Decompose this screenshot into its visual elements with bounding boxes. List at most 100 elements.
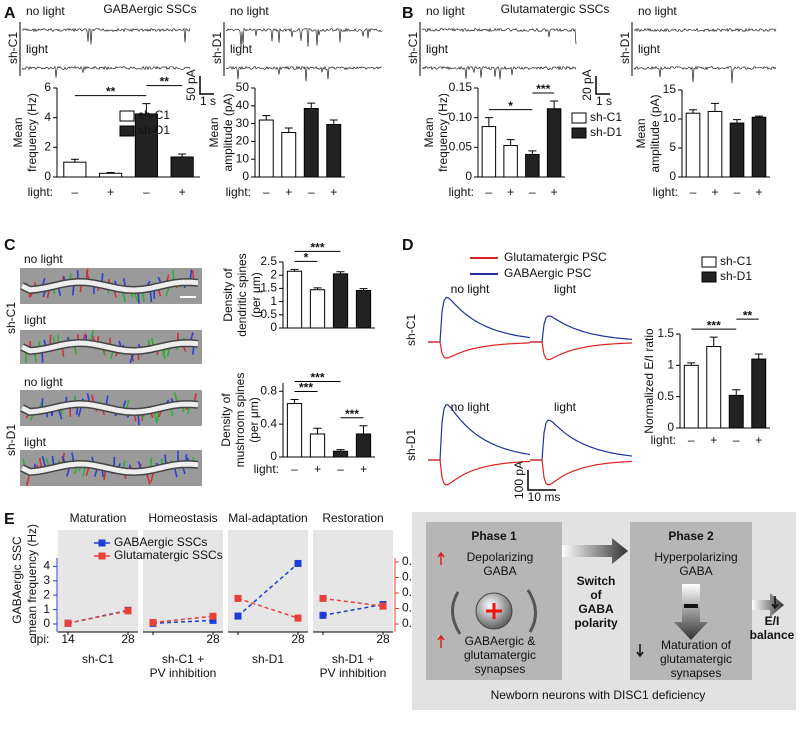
y-tick-label: 30 bbox=[236, 116, 250, 130]
down-arrow bbox=[771, 596, 779, 610]
x-axis-label: light: bbox=[651, 433, 676, 447]
bar bbox=[546, 108, 562, 178]
psc-trace bbox=[428, 404, 531, 461]
y-tick-label: 1 bbox=[667, 358, 674, 372]
error-bar bbox=[284, 127, 293, 133]
series-line bbox=[152, 615, 214, 624]
significance-label: *** bbox=[345, 407, 359, 421]
x-axis-label: light: bbox=[449, 185, 474, 199]
error-bar bbox=[336, 449, 345, 452]
bar bbox=[303, 107, 319, 178]
bar bbox=[751, 358, 767, 429]
x-tick-label: + bbox=[710, 433, 717, 447]
significance-label: ** bbox=[106, 85, 116, 99]
trace bbox=[421, 27, 577, 45]
bar bbox=[355, 290, 372, 329]
legend-marker bbox=[98, 552, 106, 560]
dendrite bbox=[20, 461, 199, 475]
trace bbox=[633, 27, 777, 33]
x-tick-label: + bbox=[285, 185, 292, 199]
error-bar bbox=[732, 389, 741, 396]
x-tick-label: + bbox=[507, 185, 514, 199]
group-label: sh-D1 bbox=[210, 32, 224, 64]
error-bar bbox=[711, 102, 719, 112]
condition-label: light bbox=[554, 282, 577, 296]
legend-label: sh-D1 bbox=[720, 269, 752, 283]
bar bbox=[683, 364, 699, 429]
y-tick-label: 0 bbox=[669, 169, 676, 183]
y-tick-label: 0.4 bbox=[260, 416, 277, 430]
y-tick-label: 40 bbox=[236, 98, 250, 112]
x-tick-label: 28 bbox=[206, 632, 220, 646]
legend-label: sh-D1 bbox=[590, 125, 622, 139]
y-tick-label: 1 bbox=[43, 602, 50, 616]
y-tick-label: 20 bbox=[236, 134, 250, 148]
y-axis-label: Normalized E/I ratio bbox=[642, 328, 656, 434]
y-tick-label: 0 bbox=[270, 449, 277, 463]
dendrite bbox=[20, 279, 199, 293]
condition-label: no light bbox=[426, 4, 465, 18]
y-tick-label: 0.5 bbox=[657, 389, 674, 403]
dendrite bbox=[20, 340, 199, 354]
x-axis-label: dpi: bbox=[30, 632, 49, 646]
footer-text: Newborn neurons with DISC1 deficiency bbox=[491, 688, 706, 702]
condition-label: no light bbox=[26, 4, 65, 18]
y-axis-label: Mean bbox=[422, 117, 436, 147]
scale-bar bbox=[595, 76, 610, 95]
group-label: sh-C1 bbox=[6, 32, 20, 64]
significance-label: ** bbox=[160, 75, 170, 89]
panel-title: Maturation bbox=[70, 511, 127, 525]
y-tick-label: 3 bbox=[43, 573, 50, 587]
trace bbox=[21, 65, 191, 78]
legend-swatch bbox=[571, 112, 587, 124]
condition-label: light bbox=[638, 42, 661, 56]
legend-label: GABAergic PSC bbox=[504, 266, 592, 280]
error-bar bbox=[528, 150, 537, 155]
scale-label: 50 pA bbox=[184, 69, 198, 100]
panel-label: D bbox=[402, 237, 414, 254]
point bbox=[149, 618, 157, 626]
bar bbox=[728, 394, 744, 429]
up-arrow bbox=[437, 551, 445, 565]
depolarizing-text: GABA bbox=[483, 564, 516, 578]
bar bbox=[286, 270, 303, 329]
significance-label: *** bbox=[707, 318, 721, 332]
trace bbox=[225, 65, 383, 82]
y-axis-label: frequency (Hz) bbox=[25, 93, 39, 172]
balance-text: balance bbox=[750, 628, 795, 642]
maturation-text: synapses bbox=[671, 666, 722, 680]
y-tick-label: 10 bbox=[236, 151, 250, 165]
error-bar bbox=[755, 115, 763, 118]
bar bbox=[503, 145, 518, 178]
synapses-text: synapses bbox=[475, 662, 526, 676]
y-tick-label: 0 bbox=[667, 420, 674, 434]
series-line bbox=[237, 562, 299, 617]
condition-label: sh-D1 bbox=[252, 652, 284, 666]
y-tick-label: 6 bbox=[44, 80, 51, 94]
x-axis-label: light: bbox=[254, 462, 279, 476]
bar bbox=[481, 126, 497, 178]
y-axis-label: Density of bbox=[219, 393, 233, 447]
condition-label: no light bbox=[451, 282, 490, 296]
legend-label: sh-C1 bbox=[590, 110, 622, 124]
error-bar bbox=[689, 109, 697, 114]
condition-label: no light bbox=[24, 375, 63, 389]
x-tick-label: 28 bbox=[376, 632, 390, 646]
trace bbox=[421, 65, 577, 80]
bar bbox=[706, 346, 722, 429]
series-line bbox=[237, 597, 299, 619]
x-tick-label: + bbox=[330, 185, 337, 199]
point bbox=[209, 616, 217, 624]
y-axis-label: mean frequency (Hz) bbox=[25, 524, 39, 636]
y-tick-label: 0 bbox=[242, 169, 249, 183]
group-label: sh-D1 bbox=[404, 429, 418, 461]
condition-label: sh-D1 + bbox=[332, 652, 374, 666]
y-tick-label: 2 bbox=[270, 267, 277, 281]
panel-label: C bbox=[4, 237, 16, 254]
scale-label: 20 pA bbox=[580, 69, 594, 100]
error-bar bbox=[178, 153, 187, 157]
plus-sign bbox=[486, 603, 502, 619]
panel-label: A bbox=[4, 5, 16, 22]
significance-label: *** bbox=[310, 371, 324, 385]
psc-trace bbox=[530, 315, 633, 343]
